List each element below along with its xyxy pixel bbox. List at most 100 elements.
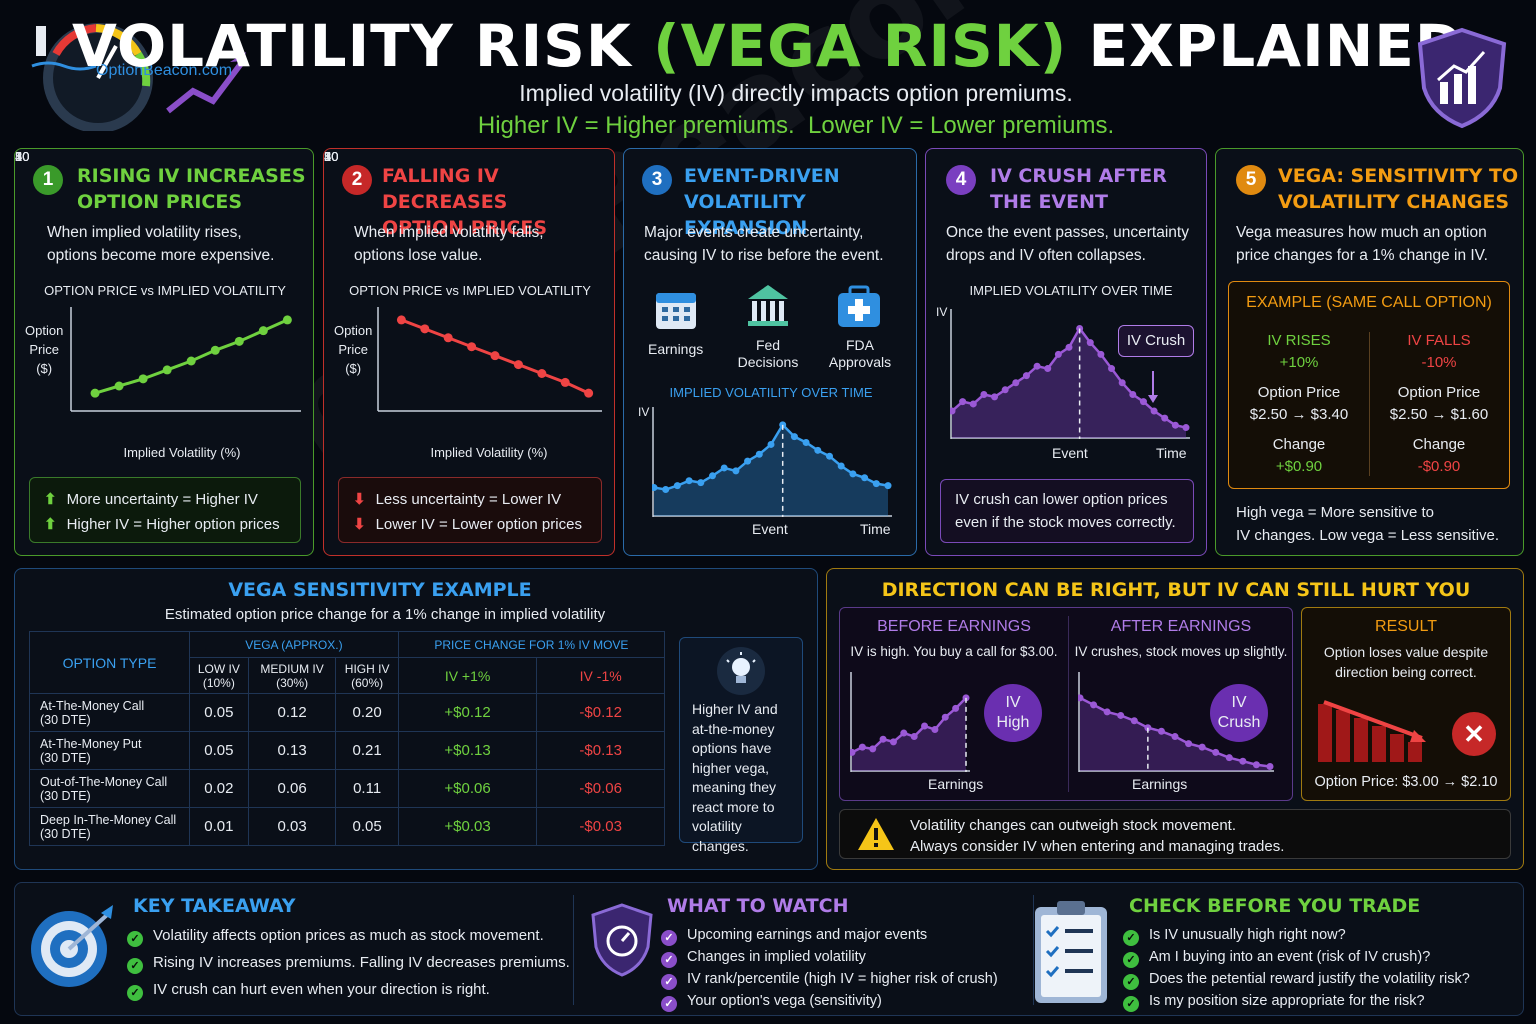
bottom-section: KEY TAKEAWAY ✓ Volatility affects option … [14, 882, 1524, 1016]
chart-3-event-label: Event [752, 521, 788, 537]
data-point [396, 315, 406, 325]
down-arrow-icon: ⬇ [353, 491, 366, 508]
fall-change-label: Change [1412, 436, 1466, 453]
check-icon: ✓ [661, 930, 677, 946]
x-tick-label: 30 [15, 149, 30, 164]
panel-2-title: FALLING IV DECREASES OPTION PRICES [382, 165, 548, 239]
panel-1-desc: When implied volatility rises, options be… [47, 224, 275, 264]
data-point [720, 464, 728, 472]
cell-high-vega: 0.21 [335, 731, 399, 770]
data-point [837, 462, 845, 470]
chart-2-ylabel: Option Price ($) [334, 323, 373, 376]
check-icon: ✓ [1123, 952, 1139, 968]
panel-2-desc: When implied volatility falls, options lo… [354, 224, 544, 264]
table-title: VEGA SENSITIVITY EXAMPLE [228, 579, 532, 601]
data-point [138, 374, 148, 384]
rise-price: $2.50 → $3.40 [1249, 406, 1349, 423]
x-mark-icon: ✕ [1452, 712, 1496, 756]
step-number-4: 4 [946, 165, 976, 195]
data-point [884, 482, 892, 490]
cell-high-vega: 0.05 [335, 807, 399, 846]
iv-crush-badge: IV Crush [1210, 684, 1268, 742]
panel-4-desc: Once the event passes, uncertainty drops … [946, 224, 1189, 264]
data-point [467, 342, 477, 352]
x-tick-label: 20 [324, 149, 339, 164]
table-subtitle: Estimated option price change for a 1% c… [164, 606, 606, 623]
chart-3 [652, 407, 892, 517]
col-iv-down: IV -1% [536, 657, 665, 694]
check-icon: ✓ [127, 958, 143, 974]
data-point [537, 369, 547, 378]
data-point [673, 482, 681, 490]
x-tick-label: 40 [324, 149, 339, 164]
data-point [941, 713, 949, 721]
cell-iv-down: -$0.03 [536, 807, 665, 846]
check-icon: ✓ [661, 996, 677, 1012]
data-point [1103, 708, 1111, 716]
cell-iv-down: -$0.13 [536, 731, 665, 770]
data-point [1239, 757, 1247, 765]
vega-tip-box: Higher IV and at-the-money options have hig… [679, 637, 803, 854]
iv-falls-label: IV FALLS [1407, 332, 1471, 349]
data-point [1212, 748, 1220, 756]
shield-gauge-icon [589, 903, 655, 982]
data-point [802, 438, 810, 446]
area-fill [852, 697, 966, 771]
panel-rising-iv: 1 RISING IV INCREASES OPTION PRICES When … [14, 148, 314, 556]
data-point [849, 470, 857, 478]
watch-title: WHAT TO WATCH [667, 895, 849, 917]
area-fill [1080, 697, 1270, 771]
data-point [210, 345, 220, 355]
data-point [1130, 717, 1138, 725]
data-point [1108, 365, 1116, 373]
data-point [1086, 339, 1094, 347]
title-part-a: VOLATILITY RISK [71, 12, 654, 80]
panel-2-bullets: ⬇ Less uncertainty = Lower IV ⬇ Lower IV =… [338, 477, 602, 543]
panel-5-title: VEGA: SENSITIVITY TO VOLATILITY CHANGES [1278, 165, 1519, 213]
row-option-name: At-The-Money Call (30 DTE) [29, 693, 190, 732]
gauge-logo-icon [31, 23, 246, 133]
col-vega: VEGA (APPROX.) [189, 631, 399, 658]
data-point [1139, 398, 1147, 406]
data-point [732, 467, 740, 475]
up-arrow-icon: ⬆ [44, 516, 57, 533]
check-title: CHECK BEFORE YOU TRADE [1129, 895, 1421, 917]
data-point [1161, 414, 1169, 422]
data-point [490, 351, 500, 361]
data-point [1198, 743, 1206, 751]
data-point [900, 729, 908, 737]
chart-4-title: IMPLIED VOLATILITY OVER TIME [969, 283, 1173, 298]
iv-high-badge: IV High [984, 684, 1042, 742]
step-number-2: 2 [342, 165, 372, 195]
data-point [779, 421, 787, 429]
data-point [889, 738, 897, 746]
data-point [1182, 424, 1190, 432]
col-medium-iv: MEDIUM IV (30%) [247, 657, 337, 694]
data-point [1118, 379, 1126, 387]
data-point [879, 735, 887, 743]
before-title: BEFORE EARNINGS [877, 618, 1031, 635]
data-point [790, 433, 798, 441]
col-option-type: OPTION TYPE [29, 631, 190, 694]
data-point [872, 480, 880, 488]
panel-falling-iv: 2 FALLING IV DECREASES OPTION PRICES When… [323, 148, 615, 556]
panel-iv-crush: 4 IV CRUSH AFTER THE EVENT Once the event… [925, 148, 1207, 556]
data-point [861, 474, 869, 482]
data-point [560, 377, 570, 387]
cell-high-vega: 0.11 [335, 769, 399, 808]
data-point [443, 333, 453, 343]
row-option-name: At-The-Money Put (30 DTE) [29, 731, 190, 770]
cell-iv-up: +$0.03 [397, 807, 538, 846]
icon-label-fda: FDA Approvals [828, 337, 892, 370]
panel-1-bullets: ⬆ More uncertainty = Higher IV ⬆ Higher IV… [29, 477, 301, 543]
rise-change: +$0.90 [1275, 458, 1323, 475]
vega-table: OPTION TYPE VEGA (APPROX.) PRICE CHANGE … [29, 631, 666, 846]
data-point [767, 440, 775, 448]
direction-section: DIRECTION CAN BE RIGHT, BUT IV CAN STILL… [826, 568, 1524, 870]
iv-falls-pct: -10% [1421, 354, 1457, 371]
iv-crush-note: IV crush can lower option prices even if … [940, 479, 1194, 543]
data-point [850, 748, 856, 756]
result-price: Option Price: $3.00 → $2.10 [1314, 774, 1498, 790]
chart-1-xlabel: Implied Volatility (%) [123, 445, 241, 460]
data-point [1001, 386, 1009, 394]
